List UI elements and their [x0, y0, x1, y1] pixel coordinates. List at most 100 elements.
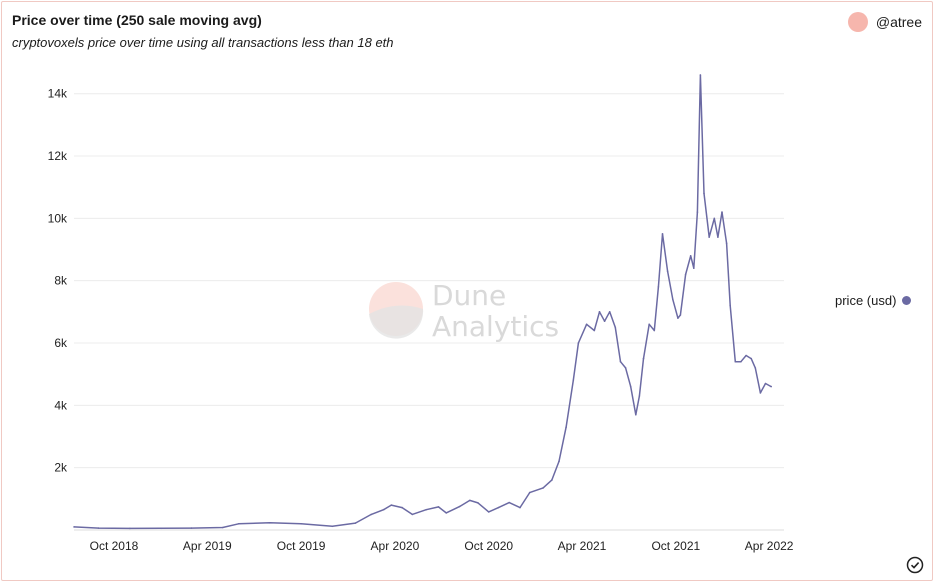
data-point [608, 311, 611, 313]
series-layer [73, 74, 772, 530]
data-point [653, 329, 656, 332]
x-tick-label: Apr 2021 [558, 539, 607, 553]
data-point [754, 367, 757, 369]
data-point [619, 360, 622, 363]
data-point [572, 379, 575, 382]
x-axis: Oct 2018 Apr 2019 Oct 2019 Apr 2020 Oct 2020… [90, 539, 794, 553]
data-point [693, 267, 695, 270]
data-point [542, 487, 544, 489]
data-point [689, 255, 692, 257]
author-link[interactable]: @atree [847, 12, 922, 32]
data-point [331, 525, 334, 528]
data-point [73, 526, 75, 528]
data-point [725, 242, 728, 245]
data-point [300, 523, 302, 525]
data-point [696, 211, 699, 213]
watermark-line1: Dune [432, 279, 506, 312]
author-name: @atree [875, 14, 922, 30]
x-tick-label: Oct 2021 [651, 539, 700, 553]
data-point [629, 385, 632, 388]
data-point [370, 513, 373, 516]
data-point [713, 217, 716, 220]
legend-item-price[interactable]: price (usd) [835, 293, 912, 308]
data-point [565, 426, 567, 429]
data-point [703, 192, 705, 195]
grid [74, 93, 784, 531]
data-point [679, 314, 682, 316]
y-tick-label: 2k [54, 461, 68, 475]
data-point [382, 508, 385, 511]
data-point [528, 491, 531, 494]
data-point [160, 527, 162, 530]
data-point [721, 211, 723, 213]
data-point [598, 311, 601, 313]
avatar [847, 12, 868, 32]
x-tick-label: Apr 2022 [745, 539, 794, 553]
data-point [672, 298, 674, 301]
data-point [437, 506, 440, 508]
data-point [734, 360, 737, 363]
data-point [638, 395, 641, 397]
data-point [585, 323, 588, 326]
watermark-logo-shade [369, 305, 424, 339]
chart-title: Price over time (250 sale moving avg) [12, 12, 262, 28]
data-point [740, 360, 742, 363]
data-point [411, 513, 414, 516]
data-point [635, 413, 637, 416]
data-point [354, 522, 357, 524]
data-point [497, 506, 500, 509]
data-point [190, 527, 193, 529]
data-point [677, 317, 679, 319]
data-point [458, 505, 461, 508]
series-line-price [73, 74, 772, 530]
data-point [717, 236, 719, 238]
data-point [97, 527, 100, 529]
y-tick-label: 4k [54, 398, 68, 412]
data-point [593, 329, 596, 332]
data-point [237, 523, 240, 525]
data-point [469, 499, 471, 502]
data-point [657, 286, 660, 288]
data-point [729, 304, 731, 307]
data-point [221, 526, 224, 529]
data-point [269, 522, 271, 524]
dune-watermark: Dune Analytics [369, 279, 559, 343]
data-point [508, 501, 511, 504]
data-point [390, 504, 393, 506]
data-point [577, 342, 580, 344]
data-point [624, 367, 627, 369]
data-point [770, 385, 772, 388]
y-tick-label: 10k [48, 211, 68, 225]
data-point [129, 527, 131, 530]
data-point [750, 357, 752, 360]
data-point [642, 357, 645, 360]
data-point [477, 502, 479, 504]
data-point [661, 233, 664, 235]
y-tick-label: 14k [48, 87, 68, 101]
legend-label: price (usd) [835, 293, 897, 308]
y-tick-label: 6k [54, 336, 68, 350]
data-point [764, 382, 767, 385]
data-point [445, 512, 448, 514]
data-point [558, 460, 560, 463]
watermark-line2: Analytics [432, 310, 559, 343]
chart-subtitle: cryptovoxels price over time using all t… [12, 35, 394, 50]
legend-swatch [902, 296, 912, 305]
x-tick-label: Oct 2019 [277, 539, 326, 553]
x-tick-label: Apr 2019 [183, 539, 232, 553]
y-tick-label: 8k [54, 274, 68, 288]
data-point [745, 354, 747, 357]
check-circle-icon[interactable] [906, 556, 924, 574]
y-tick-label: 12k [48, 149, 68, 163]
data-point [699, 74, 702, 76]
data-point [648, 323, 650, 326]
data-point [708, 236, 710, 238]
x-tick-label: Apr 2020 [371, 539, 420, 553]
x-tick-label: Oct 2018 [90, 539, 139, 553]
data-point [603, 320, 606, 323]
data-point [401, 506, 403, 509]
data-point [614, 326, 617, 329]
data-point [759, 392, 762, 394]
data-point [487, 511, 490, 513]
